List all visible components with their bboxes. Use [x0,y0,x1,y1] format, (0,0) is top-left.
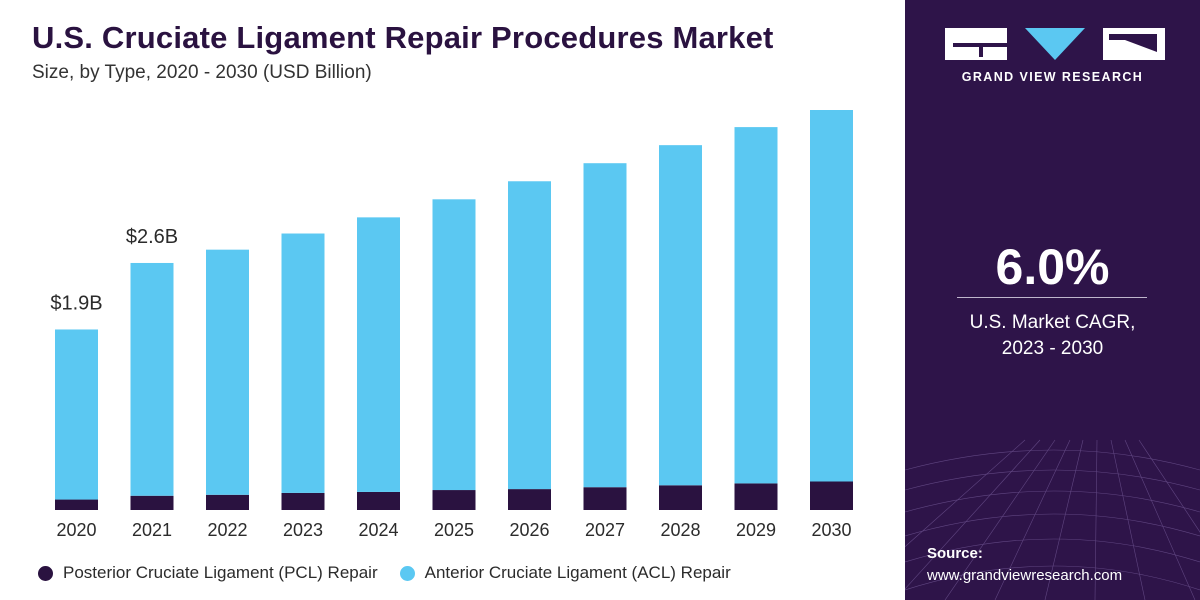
bar-acl-2026 [508,181,551,490]
x-tick-label-2024: 2024 [358,520,398,540]
source-label: Source: [927,545,983,562]
x-tick-label-2021: 2021 [132,520,172,540]
legend-item-acl: Anterior Cruciate Ligament (ACL) Repair [399,563,731,583]
bar-pcl-2020 [55,499,98,510]
bar-acl-2021 [130,262,174,496]
x-tick-label-2030: 2030 [811,520,851,540]
bar-acl-2030 [810,110,853,482]
x-tick-label-2028: 2028 [660,520,700,540]
bar-pcl-2023 [281,492,325,510]
bar-pcl-2027 [583,487,627,510]
cagr-value: 6.0% [995,239,1110,295]
data-label-2020: $1.9B [50,292,102,314]
bar-acl-2027 [583,163,627,488]
bar-acl-2020 [55,329,98,500]
bar-pcl-2026 [508,489,551,510]
bar-pcl-2024 [357,491,400,510]
chart-title: U.S. Cruciate Ligament Repair Procedures… [32,20,774,55]
brand-name: GRAND VIEW RESEARCH [961,70,1144,84]
x-tick-label-2022: 2022 [207,520,247,540]
x-tick-label-2027: 2027 [585,520,625,540]
x-tick-label-2020: 2020 [56,520,96,540]
bar-acl-2025 [432,199,476,491]
bar-pcl-2028 [659,485,702,510]
legend-label-pcl: Posterior Cruciate Ligament (PCL) Repair [63,563,378,582]
cagr-label-line1: U.S. Market CAGR, [969,312,1136,333]
bar-acl-2024 [357,217,400,492]
legend-label-acl: Anterior Cruciate Ligament (ACL) Repair [424,563,731,582]
bar-chart: 2020 2021 2022 2023 2024 2025 2026 2027 2028 2029… [50,110,853,540]
bar-acl-2029 [734,127,778,484]
grid-background [905,439,1200,600]
side-panel: GRAND VIEW RESEARCH 6.0% U.S. Market CAG… [905,0,1200,600]
bar-pcl-2021 [130,495,174,510]
x-tick-label-2029: 2029 [736,520,776,540]
chart-subtitle: Size, by Type, 2020 - 2030 (USD Billion) [32,62,372,83]
legend-item-pcl: Posterior Cruciate Ligament (PCL) Repair [38,563,378,583]
source-url[interactable]: www.grandviewresearch.com [927,567,1123,584]
cagr-divider [957,297,1147,298]
bar-acl-2022 [206,249,249,495]
cagr-label-line2: 2023 - 2030 [1001,338,1104,359]
x-tick-label-2025: 2025 [434,520,474,540]
bar-pcl-2029 [734,483,778,510]
cagr-label: U.S. Market CAGR, 2023 - 2030 [905,310,1200,362]
chart-legend: Posterior Cruciate Ligament (PCL) Repair… [38,563,753,583]
legend-swatch-pcl [38,565,53,581]
legend-swatch-acl [399,565,415,581]
bar-pcl-2030 [810,481,853,510]
x-tick-label-2023: 2023 [283,520,323,540]
bar-acl-2023 [281,233,325,493]
grand-view-research-logo [945,28,1165,60]
chart-area: U.S. Cruciate Ligament Repair Procedures… [32,20,853,583]
x-tick-label-2026: 2026 [509,520,549,540]
bar-pcl-2025 [432,490,476,510]
bar-pcl-2022 [206,494,249,510]
bar-acl-2028 [659,145,702,486]
data-label-2021: $2.6B [126,226,178,248]
